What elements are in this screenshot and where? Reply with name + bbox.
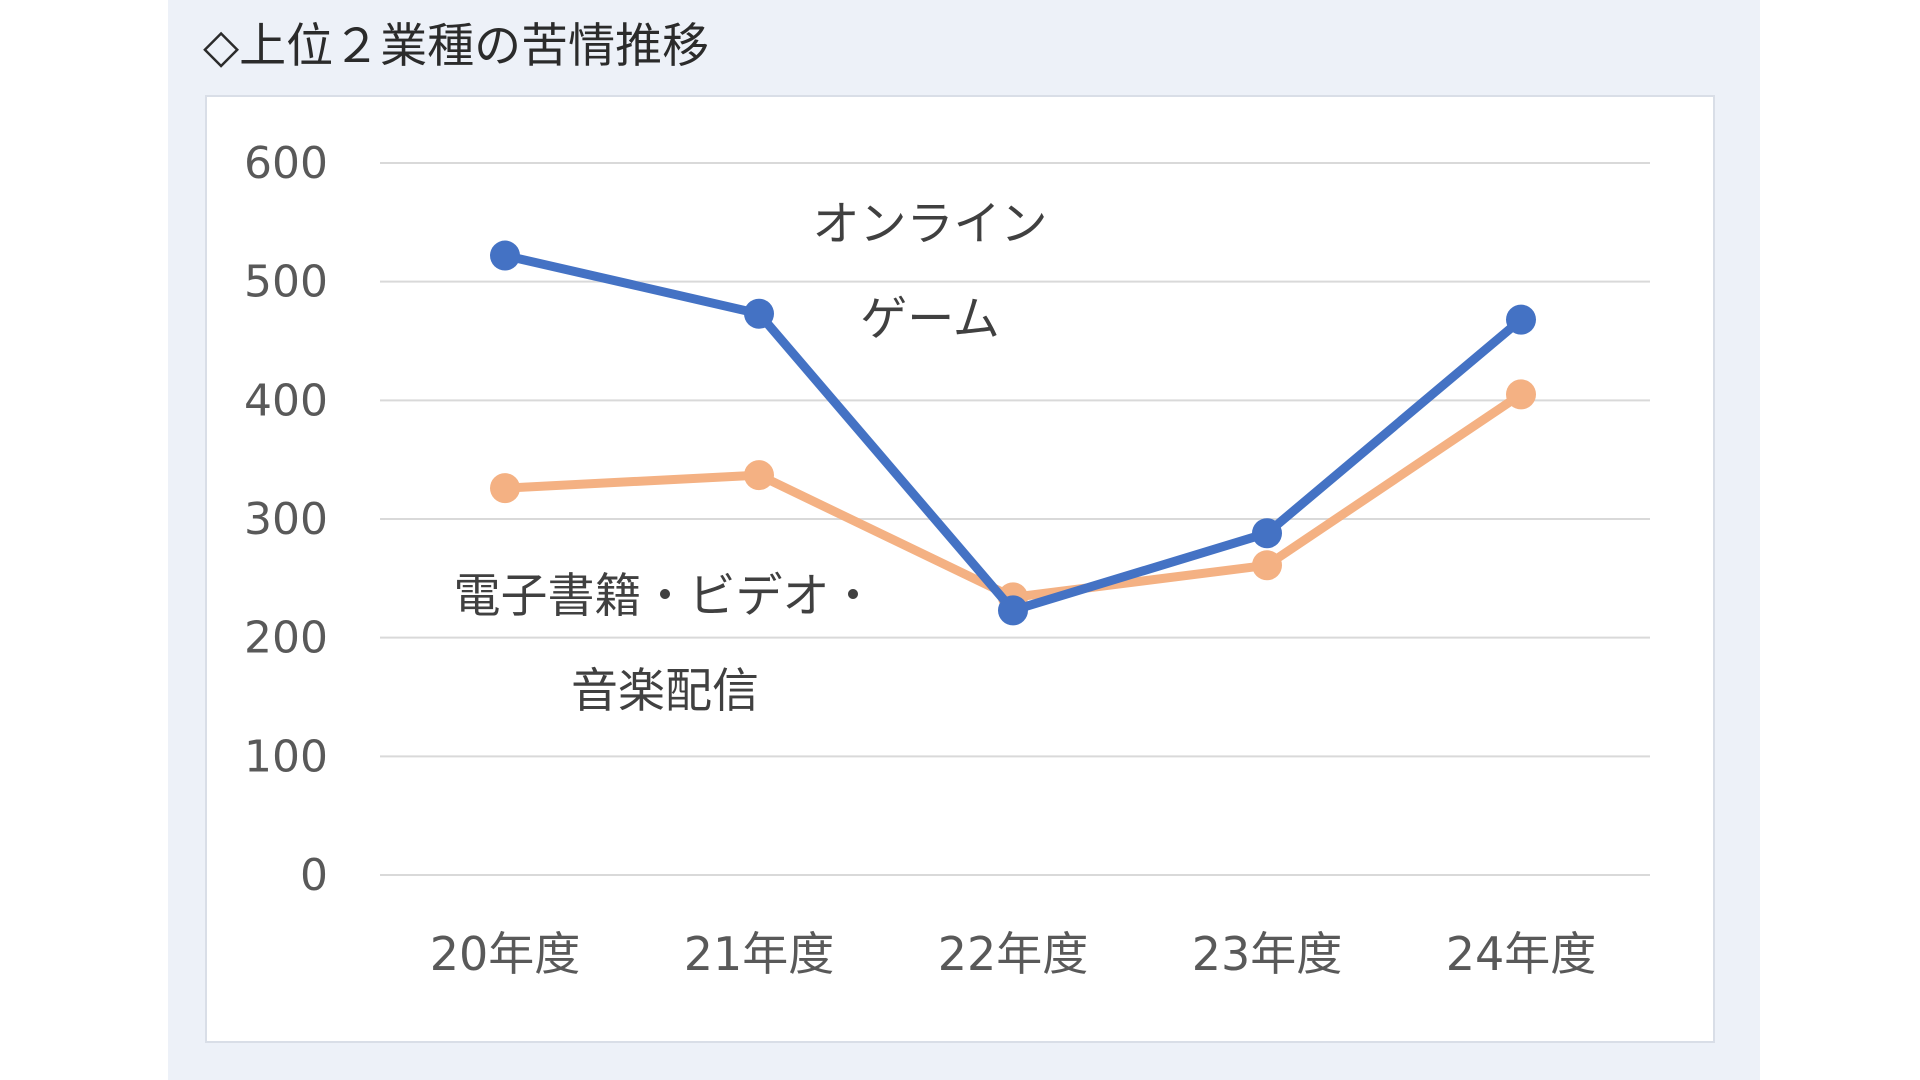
series-label: 音楽配信 bbox=[571, 664, 759, 719]
data-point bbox=[744, 460, 774, 491]
data-point bbox=[1506, 304, 1536, 335]
data-point bbox=[1252, 550, 1282, 581]
y-tick-label: 600 bbox=[244, 138, 328, 189]
data-point bbox=[490, 473, 520, 504]
y-tick-label: 400 bbox=[244, 375, 328, 426]
x-tick-label: 24年度 bbox=[1446, 927, 1597, 981]
x-tick-label: 23年度 bbox=[1192, 927, 1343, 981]
x-axis-ticks: 20年度 21年度 22年度 23年度 24年度 bbox=[430, 927, 1597, 981]
y-tick-label: 100 bbox=[244, 731, 328, 782]
y-tick-label: 300 bbox=[244, 494, 328, 545]
data-point bbox=[998, 595, 1028, 626]
y-axis-ticks: 0 100 200 300 400 500 600 bbox=[244, 138, 328, 901]
data-point bbox=[1506, 379, 1536, 410]
y-tick-label: 0 bbox=[300, 850, 328, 901]
data-point bbox=[490, 240, 520, 271]
series-line bbox=[500, 251, 1526, 615]
gridlines bbox=[380, 162, 1650, 876]
x-tick-label: 21年度 bbox=[684, 927, 835, 981]
y-tick-label: 500 bbox=[244, 257, 328, 308]
series-label: ゲーム bbox=[860, 292, 1000, 347]
x-tick-label: 22年度 bbox=[938, 927, 1089, 981]
x-tick-label: 20年度 bbox=[430, 927, 581, 981]
series-label: オンライン bbox=[813, 197, 1048, 252]
y-tick-label: 200 bbox=[244, 613, 328, 664]
series-lines bbox=[490, 240, 1536, 626]
series-label: 電子書籍・ビデオ・ bbox=[454, 569, 877, 624]
data-point bbox=[744, 298, 774, 329]
chart-title: ◇上位２業種の苦情推移 bbox=[203, 19, 710, 74]
data-point bbox=[1252, 518, 1282, 549]
series-line bbox=[500, 389, 1526, 602]
